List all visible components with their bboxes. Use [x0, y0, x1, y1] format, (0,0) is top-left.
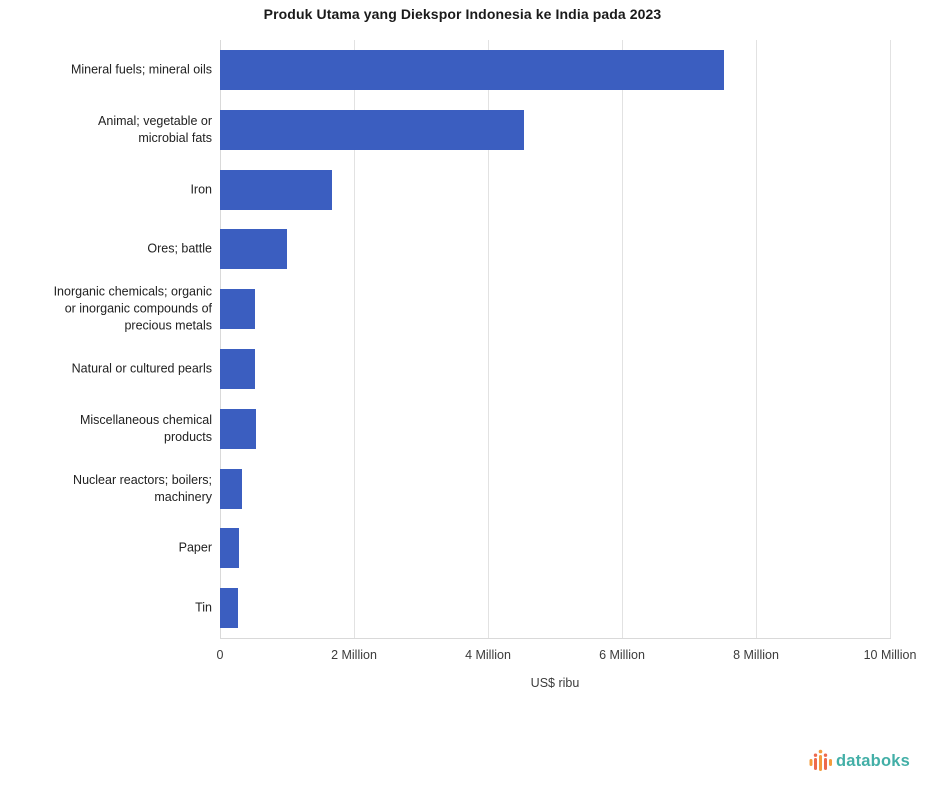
gridline	[890, 40, 891, 638]
y-axis-label: Mineral fuels; mineral oils	[70, 62, 212, 77]
y-axis-line	[220, 40, 221, 638]
bar	[220, 588, 239, 629]
x-axis-tick-label: 10 Million	[863, 648, 917, 662]
bar	[220, 229, 287, 270]
gridline	[756, 40, 757, 638]
bar	[220, 169, 332, 210]
y-axis-label: Tin	[195, 600, 212, 615]
bar	[220, 408, 256, 449]
bar	[220, 468, 242, 509]
y-axis-labels: Mineral fuels; mineral oils Animal; veget…	[0, 40, 212, 638]
x-axis-tick-label: 2 Million	[331, 648, 377, 662]
chart-title: Produk Utama yang Diekspor Indonesia ke …	[263, 6, 662, 22]
y-axis-label: Inorganic chemicals; organic or inorgani…	[53, 284, 212, 333]
databoks-logo[interactable]: databoks	[809, 748, 910, 775]
y-axis-label: Ores; battle	[147, 241, 212, 256]
logo-bars	[809, 749, 832, 771]
x-axis-tick-label: 0	[216, 648, 224, 662]
y-axis-label: Nuclear reactors; boilers; machinery	[73, 472, 212, 504]
bar	[220, 528, 239, 569]
plot-area	[220, 40, 891, 638]
x-axis: 0 2 Million 4 Million 6 Million 8 Million 10 …	[0, 648, 925, 666]
y-axis-label: Animal; vegetable or microbial fats	[98, 113, 212, 145]
y-axis-label: Iron	[190, 182, 212, 196]
y-axis-label: Miscellaneous chemical products	[79, 412, 212, 444]
bar	[220, 289, 255, 330]
x-axis-title: US$ ribu	[530, 676, 580, 690]
bar	[220, 49, 724, 90]
x-axis-tick-label: 8 Million	[733, 648, 779, 662]
bar	[220, 109, 525, 150]
x-axis-line	[220, 638, 891, 639]
y-axis-label: Natural or cultured pearls	[71, 361, 212, 376]
x-axis-tick-label: 6 Million	[599, 648, 645, 662]
gridline	[488, 40, 489, 638]
gridline	[354, 40, 355, 638]
bar	[220, 348, 255, 389]
x-axis-tick-label: 4 Million	[465, 648, 511, 662]
gridline	[622, 40, 623, 638]
databoks-logo-icon	[809, 749, 832, 771]
databoks-logo-text: databoks	[835, 752, 910, 770]
y-axis-label: Paper	[178, 540, 212, 555]
